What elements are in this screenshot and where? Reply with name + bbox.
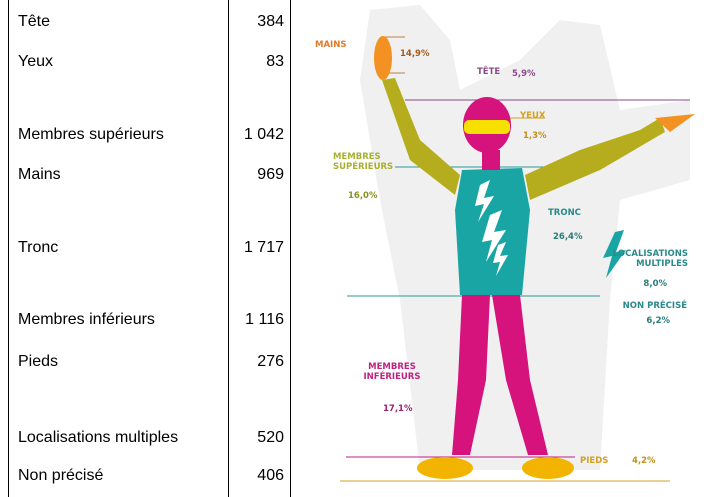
row-label: Yeux — [18, 52, 53, 72]
left-hand — [374, 36, 392, 80]
row-label: Tête — [18, 12, 50, 32]
region-percent: 8,0% — [643, 279, 667, 289]
region-name: MEMBRES — [333, 152, 381, 162]
row-label: Non précisé — [18, 466, 103, 486]
row-value: 969 — [257, 165, 284, 185]
row-label: Localisations multiples — [18, 428, 178, 448]
region-name: PIEDS — [580, 456, 608, 466]
region-percent: 14,9% — [400, 49, 430, 59]
region-name: MEMBRES — [368, 362, 416, 372]
table-border — [8, 0, 9, 497]
row-label: Mains — [18, 165, 61, 185]
row-value: 1 717 — [244, 238, 284, 258]
region-name: MULTIPLES — [636, 259, 688, 269]
region-percent: 6,2% — [646, 316, 670, 326]
row-value: 276 — [257, 352, 284, 372]
page: MAINS14,9%TÊTE5,9%YEUX1,3%MEMBRESSUPÉRIE… — [0, 0, 718, 497]
region-percent: 4,2% — [632, 456, 656, 466]
row-label: Pieds — [18, 352, 58, 372]
region-name: MAINS — [315, 40, 346, 50]
region-percent: 5,9% — [512, 69, 536, 79]
region-percent: 16,0% — [348, 191, 378, 201]
eyes-band — [464, 120, 510, 134]
row-value: 83 — [266, 52, 284, 72]
row-value: 384 — [257, 12, 284, 32]
row-label: Membres inférieurs — [18, 310, 155, 330]
left-foot — [417, 457, 473, 479]
neck — [482, 150, 500, 170]
row-label: Membres supérieurs — [18, 125, 164, 145]
row-value: 406 — [257, 466, 284, 486]
row-value: 1 042 — [244, 125, 284, 145]
region-name: TÊTE — [477, 65, 500, 77]
row-value: 520 — [257, 428, 284, 448]
right-foot — [522, 457, 574, 479]
region-name: LOCALISATIONS — [613, 249, 688, 259]
region-percent: 1,3% — [523, 131, 547, 141]
region-percent: 26,4% — [553, 232, 583, 242]
table-border — [228, 0, 229, 497]
region-name: SUPÉRIEURS — [333, 160, 393, 172]
region-name: NON PRÉCISÉ — [623, 299, 688, 311]
region-name: INFÉRIEURS — [364, 370, 421, 382]
row-value: 1 116 — [245, 310, 284, 330]
region-name: YEUX — [519, 111, 546, 121]
row-label: Tronc — [18, 238, 58, 258]
region-name: TRONC — [548, 208, 581, 218]
region-percent: 17,1% — [383, 404, 413, 414]
